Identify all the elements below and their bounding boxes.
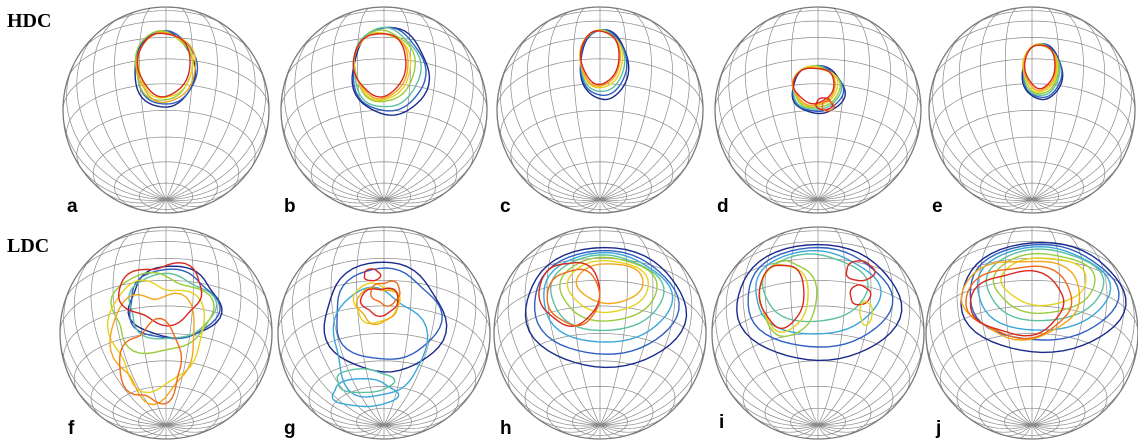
panel-label-h: h <box>500 418 512 439</box>
sphere-grid <box>59 226 273 440</box>
panel-label-e: e <box>932 196 943 217</box>
trajectory-curve <box>992 252 1096 315</box>
trajectory-curve <box>118 317 183 405</box>
trajectory-curve <box>559 256 658 322</box>
sphere-j <box>925 226 1138 440</box>
trajectory-curve <box>110 271 215 355</box>
trajectory-curve <box>965 265 1073 340</box>
trajectory-curve <box>859 300 873 327</box>
trajectory-curve <box>538 261 601 328</box>
sphere-outline <box>714 6 922 214</box>
sphere-outline <box>59 226 273 440</box>
trajectory-curve <box>363 268 382 282</box>
trajectory-curve <box>960 260 1081 341</box>
trajectory-curve <box>336 368 396 394</box>
trajectory-curve <box>1000 257 1087 307</box>
trajectory-curve <box>969 243 1120 341</box>
sphere-e <box>928 6 1136 214</box>
row-label-ldc: LDC <box>7 235 50 257</box>
trajectory-curve <box>849 284 872 306</box>
sphere-h <box>493 226 707 440</box>
trajectory-curve <box>128 272 218 340</box>
sphere-grid <box>496 6 704 214</box>
trajectory-curve <box>543 251 674 343</box>
trajectory-curve <box>331 377 400 408</box>
trajectory-curve <box>821 100 836 112</box>
trajectory-curve <box>976 245 1112 331</box>
sphere-grid <box>925 226 1138 440</box>
sphere-g <box>277 226 491 440</box>
trajectory-curve <box>355 287 400 326</box>
sphere-grid <box>493 226 707 440</box>
trajectory-curve <box>761 253 869 323</box>
trajectory-curve <box>747 246 894 348</box>
panel-label-f: f <box>68 418 75 439</box>
trajectory-curve <box>351 26 431 116</box>
trajectory-curve <box>815 97 834 111</box>
row-label-hdc: HDC <box>7 10 52 32</box>
sphere-grid <box>711 226 925 440</box>
sphere-outline <box>280 6 488 214</box>
trajectory-curve <box>969 269 1065 337</box>
trajectory-curve <box>1023 44 1056 90</box>
panel-label-i: i <box>719 412 725 433</box>
sphere-outline <box>62 6 270 214</box>
trajectory-curve <box>352 32 407 98</box>
sphere-outline <box>277 226 491 440</box>
trajectory-curve <box>755 249 882 335</box>
trajectory-curve <box>845 260 876 282</box>
sphere-outline <box>928 6 1136 214</box>
trajectory-curve <box>336 267 443 360</box>
sphere-a <box>62 6 270 214</box>
trajectory-curve <box>323 261 448 373</box>
panel-label-j: j <box>936 418 942 439</box>
trajectory-curve <box>758 264 805 330</box>
trajectory-curve <box>579 30 620 86</box>
panel-label-b: b <box>284 196 296 217</box>
trajectory-curve <box>736 243 903 362</box>
trajectory-curve <box>792 67 835 105</box>
sphere-outline <box>925 226 1138 440</box>
panel-label-g: g <box>284 418 296 439</box>
trajectory-curve <box>546 268 601 327</box>
trajectory-curve <box>117 261 203 327</box>
trajectory-curve <box>109 292 195 406</box>
sphere-i <box>711 226 925 440</box>
sphere-outline <box>493 226 707 440</box>
trajectory-curve <box>575 263 644 305</box>
trajectory-curve <box>370 280 401 307</box>
trajectory-curve <box>137 31 194 99</box>
trajectory-curve <box>106 279 206 394</box>
sphere-outline <box>711 226 925 440</box>
sphere-outline <box>496 6 704 214</box>
panel-label-c: c <box>500 196 511 217</box>
trajectory-curve <box>534 249 680 355</box>
sphere-grid <box>928 6 1136 214</box>
sphere-grid <box>277 226 491 440</box>
sphere-c <box>496 6 704 214</box>
panel-label-a: a <box>67 196 78 217</box>
panel-label-d: d <box>717 196 729 217</box>
sphere-d <box>714 6 922 214</box>
sphere-grid <box>280 6 488 214</box>
trajectory-curve <box>960 241 1127 354</box>
trajectory-curve <box>359 287 399 318</box>
sphere-grid <box>62 6 270 214</box>
trajectory-curve <box>549 254 665 332</box>
sphere-f <box>59 226 273 440</box>
trajectory-curve <box>136 32 191 98</box>
trajectory-curve <box>524 246 688 369</box>
trajectory-curve <box>566 259 650 314</box>
sphere-grid <box>714 6 922 214</box>
sphere-b <box>280 6 488 214</box>
